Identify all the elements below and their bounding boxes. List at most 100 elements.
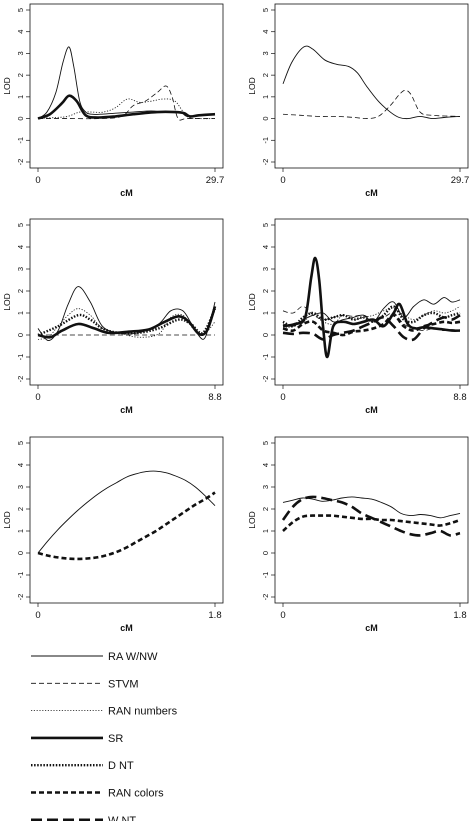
y-tick-label: 2 [16, 507, 25, 511]
plot-frame [29, 218, 224, 386]
y-tick-label: -1 [261, 572, 270, 579]
legend: RA W/NW STVM RAN numbers SR D NT RAN colors W … [31, 651, 178, 821]
legend-label: RAN numbers [108, 706, 178, 718]
series-line-ra-w-nw [37, 46, 216, 119]
legend-label: RA W/NW [108, 651, 158, 663]
y-tick-label: 4 [261, 245, 270, 249]
plot-frame [274, 3, 469, 169]
series-line-w-nt [281, 495, 461, 537]
y-tick-label: 5 [16, 223, 25, 227]
series-line-ran-colors [282, 514, 461, 532]
x-axis-label: cM [120, 405, 133, 415]
y-tick-label: 0 [261, 333, 270, 337]
y-tick-label: -1 [16, 137, 25, 144]
x-tick-label: 29.7 [206, 175, 225, 186]
x-tick-label: 0 [35, 610, 40, 621]
x-axis-label: cM [365, 623, 378, 633]
y-tick-label: -2 [16, 594, 25, 601]
x-tick-label: 0 [280, 175, 285, 186]
series-line-stvm [282, 89, 461, 119]
series-line-ra-w-nw [282, 45, 461, 120]
y-tick-label: 3 [261, 267, 270, 271]
x-tick-label: 0 [280, 610, 285, 621]
y-tick-label: -1 [16, 354, 25, 361]
y-tick-label: 4 [261, 30, 270, 34]
y-tick-label: 2 [261, 73, 270, 77]
plot-frame [29, 436, 224, 604]
y-tick-label: -2 [16, 159, 25, 166]
y-tick-label: -1 [16, 572, 25, 579]
panel-middle-left: -2 -1 0 1 2 3 4 5 0 8.8 cM LOD [2, 218, 224, 415]
y-axis-label: LOD [247, 77, 257, 94]
y-tick-label: 0 [261, 116, 270, 120]
panel-top-left: -2 -1 0 1 2 3 4 5 0 29.7 cM LOD [2, 3, 225, 198]
x-tick-label: 1.8 [453, 610, 466, 621]
legend-label: W NT [108, 815, 136, 821]
plot-frame [29, 3, 224, 169]
series-line-ran-colors [37, 491, 216, 561]
series-line-sr [282, 256, 461, 359]
panel-top-right: -2 -1 0 1 2 3 4 5 0 29.7 cM LOD [247, 3, 470, 198]
x-axis-label: cM [365, 188, 378, 198]
series-line-sr [37, 305, 217, 339]
x-tick-label: 8.8 [453, 392, 466, 403]
y-axis-label: LOD [2, 511, 12, 528]
y-tick-label: 4 [261, 463, 270, 467]
x-axis-label: cM [120, 188, 133, 198]
y-tick-label: 3 [261, 485, 270, 489]
series-line-ra-w-nw [37, 470, 216, 554]
x-tick-label: 0 [35, 392, 40, 403]
y-tick-label: 4 [16, 30, 25, 34]
y-axis-label: LOD [2, 77, 12, 94]
y-tick-label: 3 [16, 267, 25, 271]
y-tick-label: -2 [261, 594, 270, 601]
y-tick-label: 1 [16, 95, 25, 99]
series-line-ra-w-nw [282, 496, 461, 519]
y-tick-label: 1 [261, 529, 270, 533]
y-tick-label: 1 [16, 311, 25, 315]
series-line-d-nt [282, 305, 461, 328]
panel-middle-right: -2 -1 0 1 2 3 4 5 0 8.8 cM LOD [247, 218, 469, 415]
y-tick-label: 1 [261, 311, 270, 315]
y-tick-label: 2 [261, 289, 270, 293]
y-tick-label: 3 [16, 485, 25, 489]
y-tick-label: 1 [261, 95, 270, 99]
y-tick-label: 5 [261, 223, 270, 227]
y-axis-label: LOD [2, 293, 12, 310]
series-line-ran-numbers [282, 306, 461, 329]
y-tick-label: 5 [16, 441, 25, 445]
plot-frame [274, 436, 469, 604]
y-tick-label: 2 [261, 507, 270, 511]
y-tick-label: 2 [16, 73, 25, 77]
legend-label: D NT [108, 760, 134, 772]
y-tick-label: 0 [261, 551, 270, 555]
x-axis-label: cM [120, 623, 133, 633]
series-line-d-nt [37, 308, 217, 337]
y-axis-label: LOD [247, 511, 257, 528]
y-tick-label: 4 [16, 245, 25, 249]
y-tick-label: -2 [16, 376, 25, 383]
legend-label: SR [108, 733, 123, 745]
series-line-ran-colors [282, 313, 461, 337]
y-tick-label: 5 [261, 441, 270, 445]
panel-bottom-left: -2 -1 0 1 2 3 4 5 0 1.8 cM LOD [2, 436, 224, 633]
y-tick-label: 3 [16, 51, 25, 55]
x-tick-label: 1.8 [208, 610, 221, 621]
y-tick-label: 2 [16, 289, 25, 293]
y-tick-label: -2 [261, 376, 270, 383]
x-axis-label: cM [365, 405, 378, 415]
x-tick-label: 0 [280, 392, 285, 403]
y-tick-label: 4 [16, 463, 25, 467]
y-tick-label: 0 [16, 333, 25, 337]
y-axis-label: LOD [247, 293, 257, 310]
y-tick-label: -1 [261, 137, 270, 144]
y-tick-label: 5 [261, 8, 270, 12]
series-line-sr [37, 94, 216, 120]
plot-frame [274, 218, 469, 386]
x-tick-label: 29.7 [451, 175, 470, 186]
x-tick-label: 0 [35, 175, 40, 186]
y-tick-label: 1 [16, 529, 25, 533]
legend-label: STVM [108, 678, 139, 690]
y-tick-label: 5 [16, 8, 25, 12]
